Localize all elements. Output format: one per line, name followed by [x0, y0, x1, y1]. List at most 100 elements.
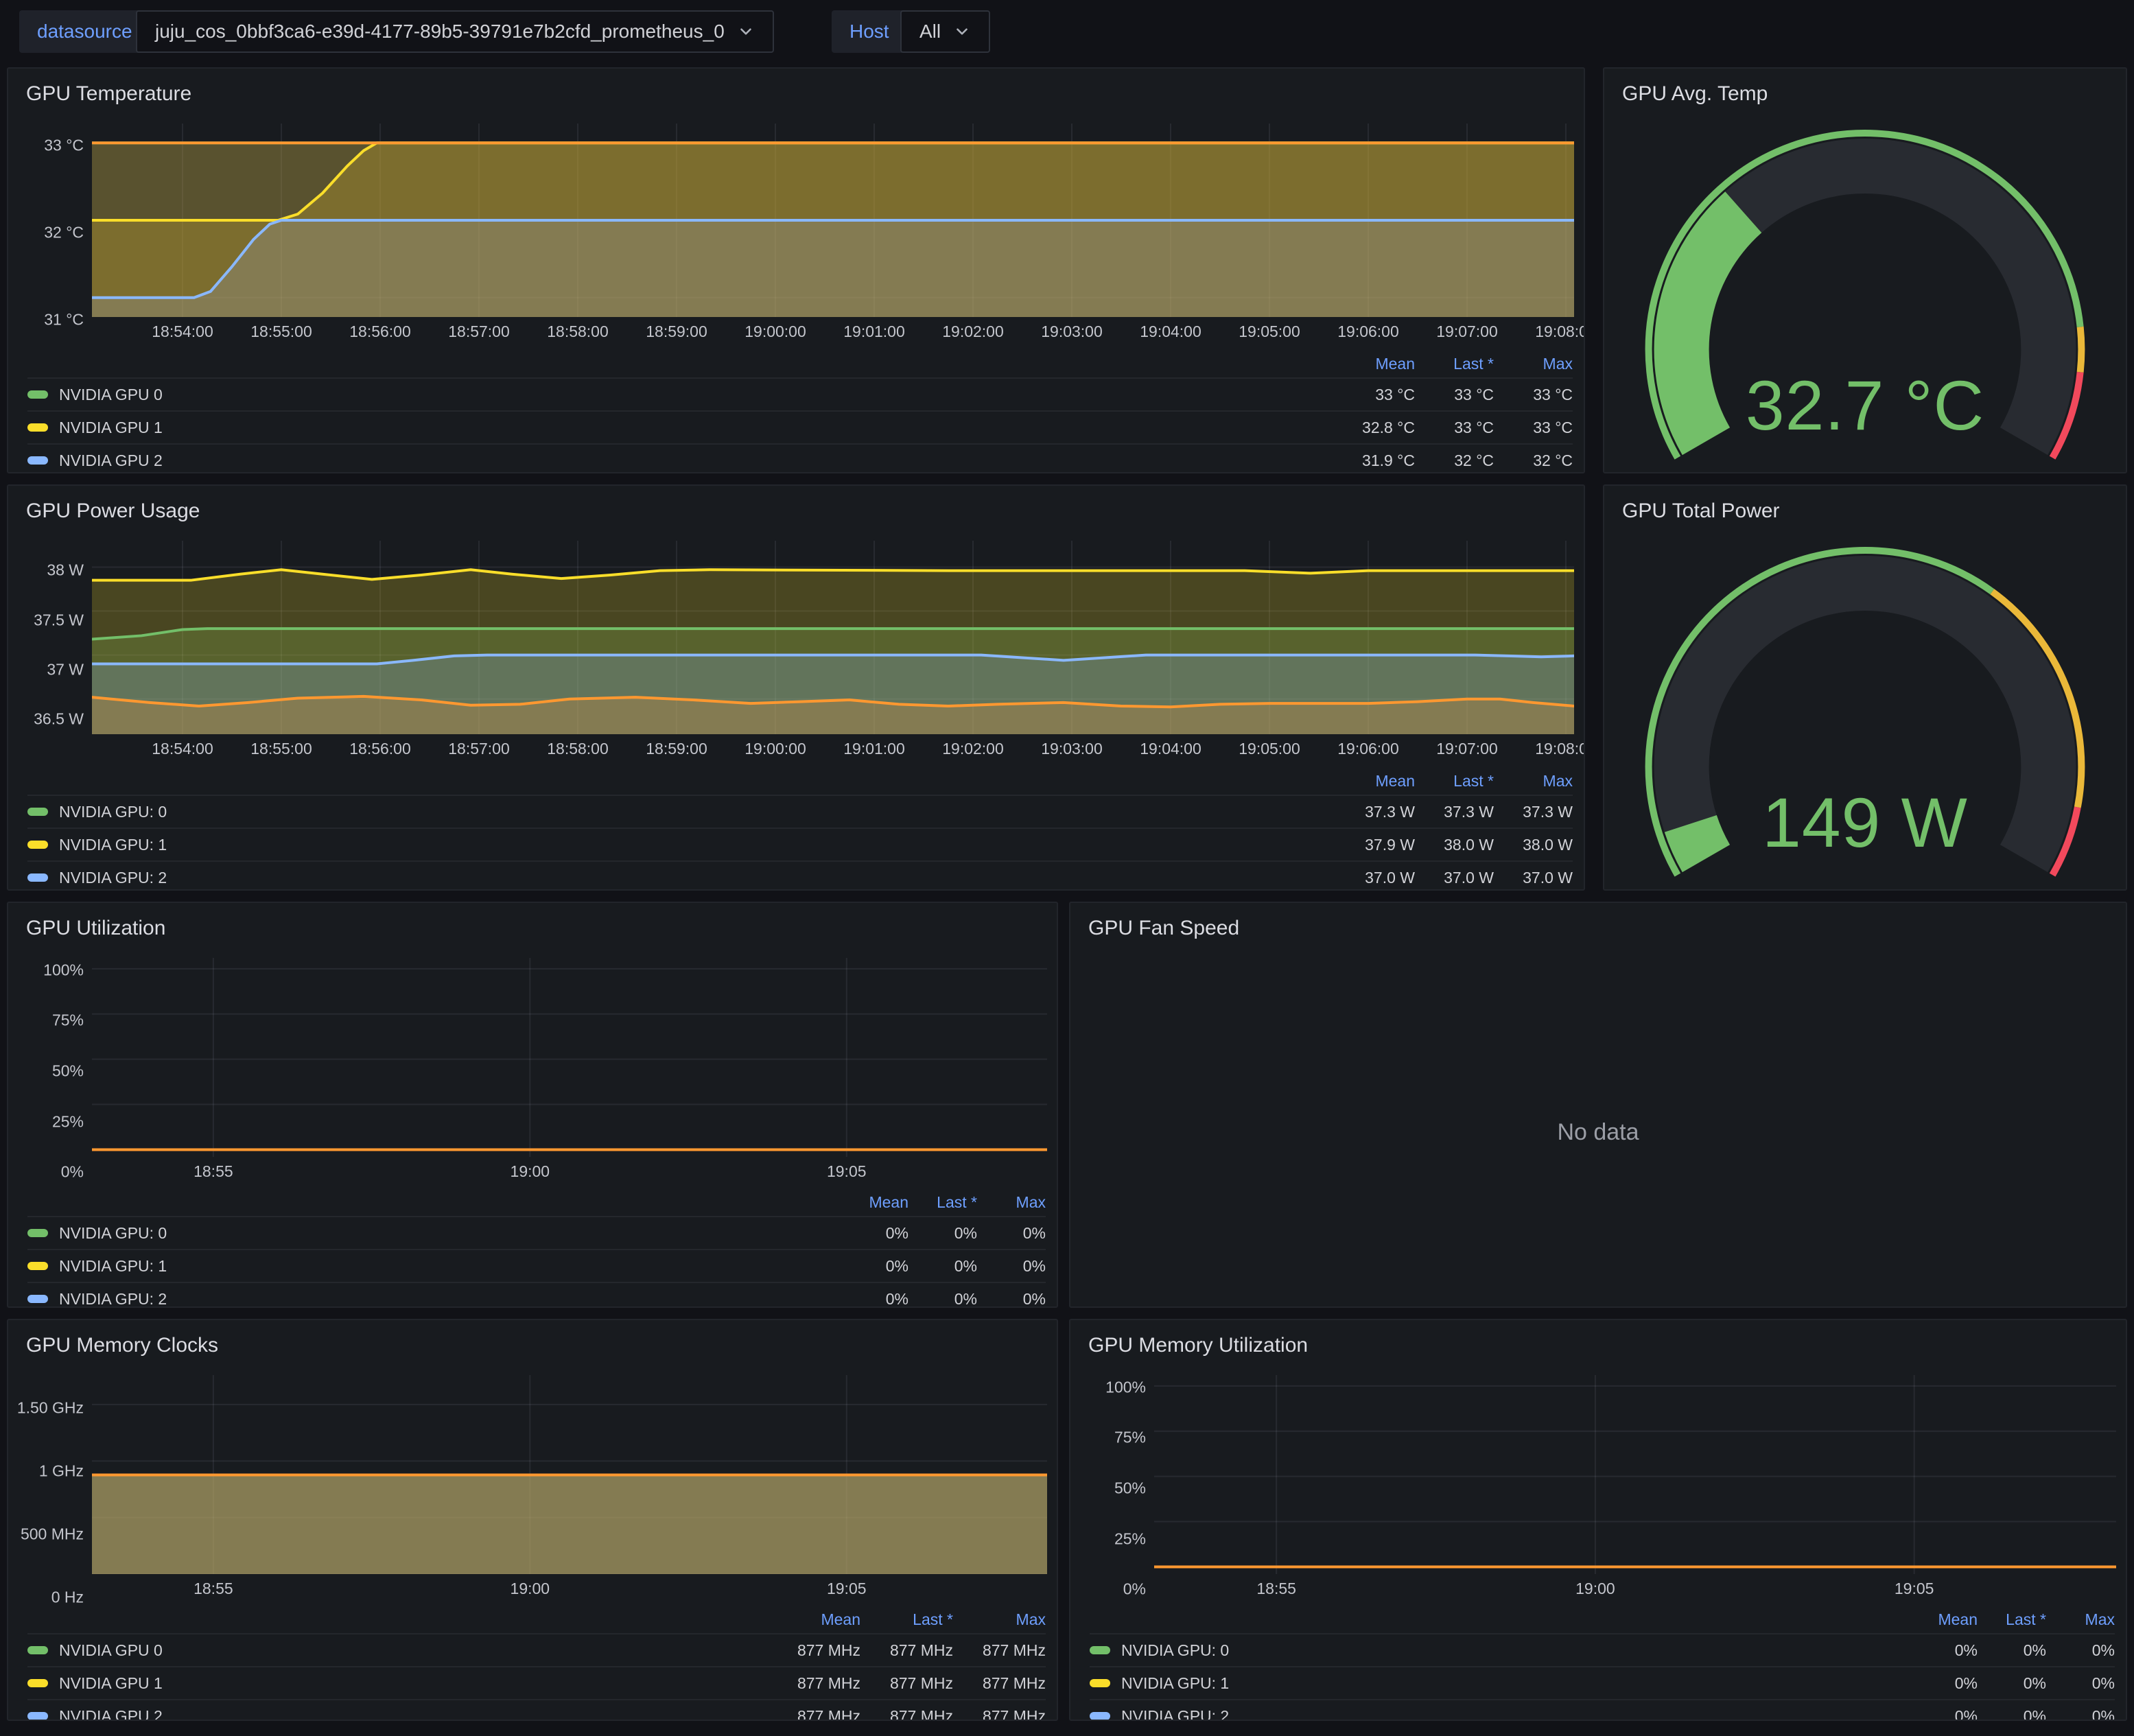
series-label[interactable]: NVIDIA GPU 0	[59, 1641, 768, 1660]
x-axis: 18:5519:0019:05	[92, 1157, 1047, 1182]
series-label[interactable]: NVIDIA GPU 2	[59, 451, 1336, 470]
chart-plot-area[interactable]	[92, 124, 1574, 317]
chevron-down-icon	[737, 23, 755, 40]
panel-gpu-power-usage: GPU Power Usage 36.5 W37 W37.5 W38 W 18:…	[7, 484, 1585, 891]
legend-row: NVIDIA GPU: 20%0%0%	[1090, 1699, 2115, 1721]
series-label[interactable]: NVIDIA GPU: 0	[59, 803, 1336, 821]
panel-title[interactable]: GPU Power Usage	[8, 486, 1584, 541]
y-axis-tick-label: 500 MHz	[21, 1525, 84, 1543]
series-label[interactable]: NVIDIA GPU: 1	[59, 1257, 840, 1276]
series-label[interactable]: NVIDIA GPU 0	[59, 386, 1336, 404]
legend-stat-column-header[interactable]: Mean	[1909, 1610, 1978, 1629]
series-label[interactable]: NVIDIA GPU: 2	[1121, 1707, 1909, 1722]
series-color-swatch	[27, 808, 48, 816]
series-stat-value: 0%	[1909, 1674, 1978, 1693]
legend-stat-column-header[interactable]: Max	[1494, 772, 1573, 790]
x-axis-tick-label: 19:00	[1575, 1580, 1615, 1598]
x-axis-tick-label: 19:07:00	[1436, 322, 1498, 341]
time-series-chart: 0 Hz500 MHz1 GHz1.50 GHz 18:5519:0019:05	[26, 1375, 1047, 1597]
x-axis-tick-label: 19:03:00	[1041, 740, 1103, 758]
panel-title[interactable]: GPU Temperature	[8, 69, 1584, 124]
x-axis-tick-label: 19:00	[511, 1162, 550, 1181]
series-color-swatch	[27, 423, 48, 432]
y-axis-tick-label: 75%	[1114, 1429, 1146, 1447]
series-label[interactable]: NVIDIA GPU: 2	[59, 869, 1336, 887]
x-axis-tick-label: 19:01:00	[843, 740, 905, 758]
series-stat-value: 31.9 °C	[1336, 451, 1415, 470]
series-stat-value: 37.3 W	[1336, 803, 1415, 821]
panel-title[interactable]: GPU Memory Clocks	[8, 1320, 1057, 1375]
series-label[interactable]: NVIDIA GPU 1	[59, 1674, 768, 1693]
legend-row: NVIDIA GPU 2877 MHz877 MHz877 MHz	[27, 1699, 1046, 1721]
series-color-swatch	[27, 1679, 48, 1687]
legend-stat-column-header[interactable]: Mean	[840, 1193, 908, 1212]
series-label[interactable]: NVIDIA GPU 1	[59, 419, 1336, 437]
series-stat-value: 33 °C	[1494, 419, 1573, 437]
time-series-chart: 31 °C32 °C33 °C 18:54:0018:55:0018:56:00…	[26, 124, 1574, 342]
series-label[interactable]: NVIDIA GPU: 0	[59, 1224, 840, 1243]
y-axis-tick-label: 37 W	[47, 660, 84, 679]
chart-plot-area[interactable]	[92, 1375, 1047, 1574]
series-color-swatch	[27, 390, 48, 399]
y-axis: 36.5 W37 W37.5 W38 W	[8, 541, 84, 759]
series-color-swatch	[1090, 1712, 1110, 1720]
series-stat-value: 0%	[840, 1257, 908, 1276]
legend-stat-column-header[interactable]: Max	[2046, 1610, 2115, 1629]
host-dropdown-value: All	[919, 21, 941, 43]
panel-gpu-temperature: GPU Temperature 31 °C32 °C33 °C 18:54:00…	[7, 67, 1585, 473]
legend-stat-column-header[interactable]: Mean	[1336, 355, 1415, 373]
x-axis-tick-label: 19:04:00	[1140, 322, 1201, 341]
series-stat-value: 877 MHz	[860, 1641, 953, 1660]
y-axis: 0%25%50%75%100%	[8, 958, 84, 1180]
series-stat-value: 0%	[908, 1290, 977, 1309]
time-series-chart: 0%25%50%75%100% 18:5519:0019:05	[26, 958, 1047, 1180]
host-dropdown[interactable]: All	[900, 10, 990, 53]
legend: MeanLast *MaxNVIDIA GPU: 00%0%0%NVIDIA G…	[27, 1188, 1046, 1308]
legend-row: NVIDIA GPU 132.8 °C33 °C33 °C	[27, 410, 1573, 443]
y-axis: 0 Hz500 MHz1 GHz1.50 GHz	[8, 1375, 84, 1597]
no-data-message: No data	[1070, 958, 2126, 1306]
legend-stat-column-header[interactable]: Max	[977, 1193, 1046, 1212]
panel-title[interactable]: GPU Memory Utilization	[1070, 1320, 2126, 1375]
chart-plot-area[interactable]	[92, 958, 1047, 1157]
series-stat-value: 33 °C	[1415, 386, 1494, 404]
series-label[interactable]: NVIDIA GPU: 0	[1121, 1641, 1909, 1660]
x-axis-tick-label: 19:00	[511, 1580, 550, 1598]
series-color-swatch	[27, 1262, 48, 1270]
series-stat-value: 37.0 W	[1336, 869, 1415, 887]
chart-plot-area[interactable]	[92, 541, 1574, 734]
legend-stat-column-header[interactable]: Last *	[908, 1193, 977, 1212]
chart-plot-area[interactable]	[1154, 1375, 2116, 1574]
x-axis-tick-label: 19:02:00	[942, 740, 1004, 758]
legend-stat-column-header[interactable]: Mean	[1336, 772, 1415, 790]
series-label[interactable]: NVIDIA GPU: 1	[1121, 1674, 1909, 1693]
series-stat-value: 0%	[977, 1290, 1046, 1309]
panel-title[interactable]: GPU Utilization	[8, 903, 1057, 958]
series-stat-value: 37.3 W	[1415, 803, 1494, 821]
legend-stat-column-header[interactable]: Mean	[768, 1610, 860, 1629]
series-label[interactable]: NVIDIA GPU 2	[59, 1707, 768, 1722]
series-stat-value: 0%	[2046, 1674, 2115, 1693]
series-stat-value: 0%	[1978, 1641, 2046, 1660]
host-variable-label: Host	[832, 10, 907, 53]
series-color-swatch	[27, 1295, 48, 1303]
panel-title[interactable]: GPU Total Power	[1604, 486, 2126, 541]
legend-stat-column-header[interactable]: Last *	[1978, 1610, 2046, 1629]
series-stat-value: 33 °C	[1415, 419, 1494, 437]
panel-title[interactable]: GPU Avg. Temp	[1604, 69, 2126, 124]
series-stat-value: 32 °C	[1415, 451, 1494, 470]
legend-stat-column-header[interactable]: Max	[953, 1610, 1046, 1629]
x-axis-tick-label: 18:58:00	[547, 740, 609, 758]
legend-stat-column-header[interactable]: Max	[1494, 355, 1573, 373]
y-axis-tick-label: 100%	[43, 961, 84, 979]
series-label[interactable]: NVIDIA GPU: 1	[59, 836, 1336, 854]
legend: MeanLast *MaxNVIDIA GPU: 00%0%0%NVIDIA G…	[1090, 1606, 2115, 1721]
y-axis-tick-label: 0 Hz	[51, 1588, 84, 1607]
legend-stat-column-header[interactable]: Last *	[1415, 355, 1494, 373]
legend-stat-column-header[interactable]: Last *	[860, 1610, 953, 1629]
series-label[interactable]: NVIDIA GPU: 2	[59, 1290, 840, 1309]
datasource-dropdown[interactable]: juju_cos_0bbf3ca6-e39d-4177-89b5-39791e7…	[136, 10, 774, 53]
panel-title[interactable]: GPU Fan Speed	[1070, 903, 2126, 958]
legend-stat-column-header[interactable]: Last *	[1415, 772, 1494, 790]
series-stat-value: 33 °C	[1336, 386, 1415, 404]
